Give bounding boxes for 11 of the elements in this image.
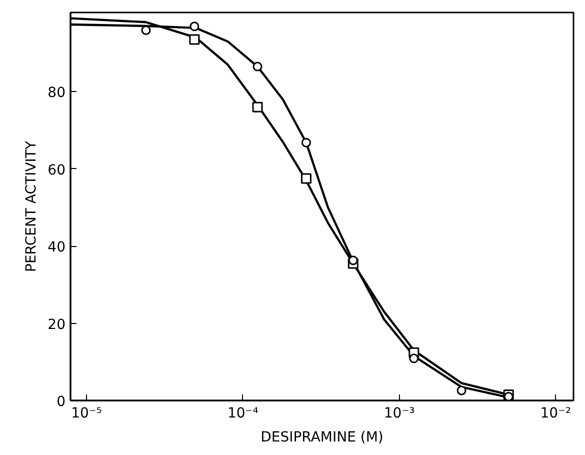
y-tick-label: 40 bbox=[48, 240, 66, 256]
y-tick-label: 20 bbox=[48, 316, 66, 333]
x-tick-label: 10⁻⁵ bbox=[71, 406, 102, 422]
x-tick-label: 10⁻³ bbox=[384, 406, 415, 422]
y-tick-label: 80 bbox=[48, 85, 66, 102]
x-tick-label: 10⁻⁴ bbox=[227, 406, 259, 422]
x-tick-label: 10⁻² bbox=[540, 406, 572, 422]
y-axis-title: PERCENT ACTIVITY bbox=[24, 140, 40, 272]
x-axis-title: DESIPRAMINE (M) bbox=[260, 430, 384, 446]
y-tick-label: 60 bbox=[48, 162, 66, 178]
y-tick-label: 0 bbox=[56, 394, 66, 410]
